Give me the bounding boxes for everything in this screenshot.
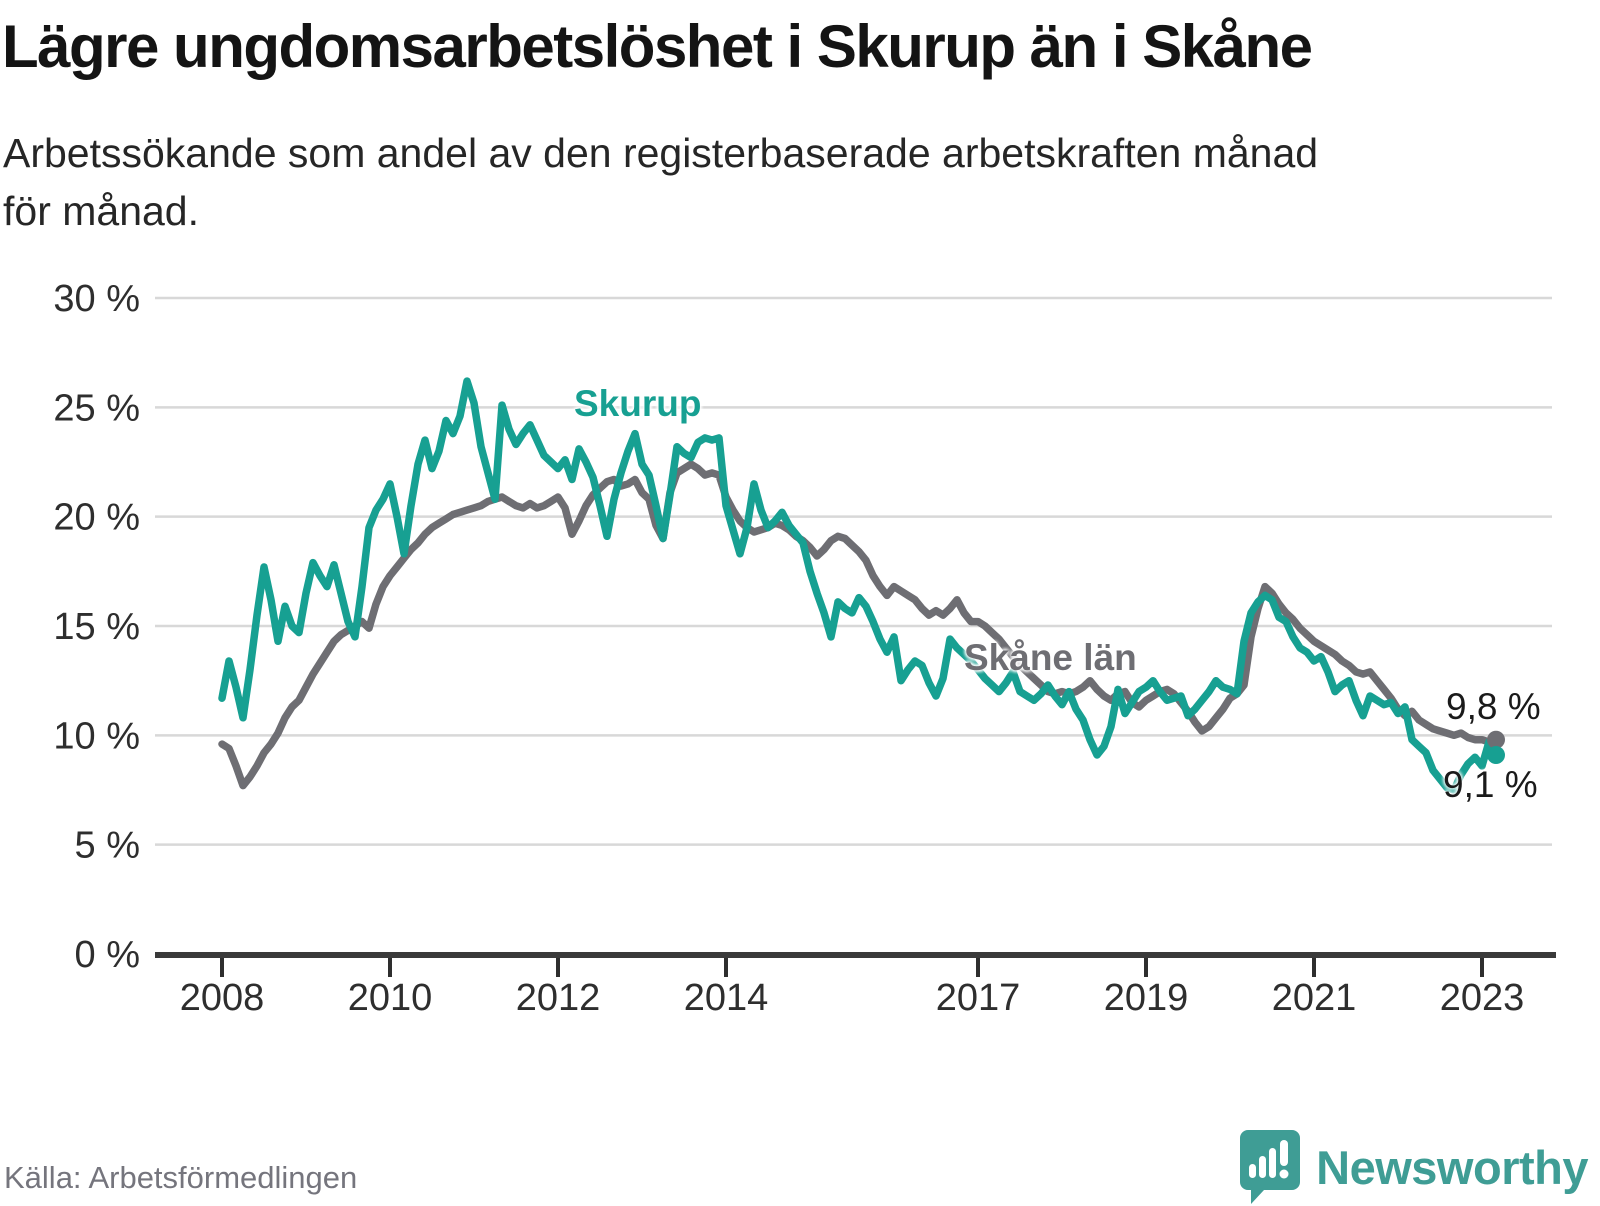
x-tick-label-2019: 2019 (1104, 977, 1189, 1019)
chart-subtitle: Arbetssökande som andel av den registerb… (3, 124, 1563, 240)
x-tick-label-2023: 2023 (1440, 977, 1525, 1019)
y-tick-label-30: 30 % (53, 278, 140, 320)
source-note: Källa: Arbetsförmedlingen (4, 1160, 358, 1195)
subtitle-line-2: för månad. (3, 188, 199, 235)
x-tick-label-2021: 2021 (1272, 977, 1357, 1019)
series-line-skane (218, 460, 1500, 790)
x-tick-label-2008: 2008 (180, 977, 265, 1019)
newsworthy-logo-icon (1240, 1130, 1301, 1204)
y-tick-label-5: 5 % (75, 825, 140, 867)
series-annotation-skurup: Skurup (574, 383, 702, 424)
series-annotation-skane-lan: Skåne län (964, 637, 1137, 678)
logo-exclamation-dot (1279, 1169, 1289, 1179)
end-value-label-skurup: 9,1 % (1443, 764, 1538, 805)
series-line-skurup (218, 377, 1500, 794)
x-tick-label-2014: 2014 (684, 977, 769, 1019)
y-tick-label-25: 25 % (53, 387, 140, 429)
series-end-dot-skane (1487, 730, 1505, 749)
y-tick-label-20: 20 % (53, 497, 140, 539)
y-tick-label-15: 15 % (53, 606, 140, 648)
logo-bar-1 (1249, 1164, 1257, 1178)
brand-name: Newsworthy (1316, 1140, 1588, 1194)
subtitle-line-1: Arbetssökande som andel av den registerb… (3, 130, 1319, 176)
logo-bar-2 (1259, 1156, 1267, 1178)
y-tick-label-0: 0 % (75, 934, 140, 976)
series-end-dot-skurup (1487, 746, 1505, 765)
x-tick-label-2017: 2017 (936, 977, 1021, 1019)
end-value-label-skane-lan: 9,8 % (1446, 686, 1541, 727)
logo-bar-3 (1269, 1148, 1277, 1178)
page-title: Lägre ungdomsarbetslöshet i Skurup än i … (2, 13, 1313, 80)
newsworthy-logo: Newsworthy (1238, 1128, 1588, 1206)
x-tick-label-2010: 2010 (348, 977, 433, 1019)
x-tick-label-2012: 2012 (516, 977, 601, 1019)
logo-exclamation-bar (1280, 1140, 1289, 1166)
y-tick-label-10: 10 % (53, 715, 140, 757)
